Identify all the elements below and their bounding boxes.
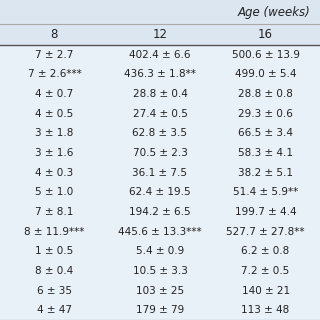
Bar — [0, 45, 320, 64]
Text: 3 ± 1.8: 3 ± 1.8 — [35, 128, 74, 138]
Bar — [0, 222, 320, 241]
Text: 5.4 ± 0.9: 5.4 ± 0.9 — [136, 246, 184, 256]
Text: 4 ± 0.3: 4 ± 0.3 — [35, 168, 74, 178]
Bar — [0, 182, 320, 202]
Bar — [0, 124, 320, 143]
Text: Age (weeks): Age (weeks) — [238, 5, 310, 19]
Text: 500.6 ± 13.9: 500.6 ± 13.9 — [232, 50, 300, 60]
Bar — [0, 241, 320, 261]
Bar — [0, 281, 320, 300]
Text: 4 ± 47: 4 ± 47 — [37, 305, 72, 315]
Text: 6.2 ± 0.8: 6.2 ± 0.8 — [242, 246, 290, 256]
Bar — [0, 261, 320, 281]
Text: 62.8 ± 3.5: 62.8 ± 3.5 — [132, 128, 188, 138]
Text: 28.8 ± 0.4: 28.8 ± 0.4 — [132, 89, 188, 99]
Text: 7.2 ± 0.5: 7.2 ± 0.5 — [242, 266, 290, 276]
Text: 16: 16 — [258, 28, 273, 41]
Text: 194.2 ± 6.5: 194.2 ± 6.5 — [129, 207, 191, 217]
Text: 10.5 ± 3.3: 10.5 ± 3.3 — [132, 266, 188, 276]
Bar — [0, 143, 320, 163]
Text: 5 ± 1.0: 5 ± 1.0 — [35, 187, 74, 197]
Text: 70.5 ± 2.3: 70.5 ± 2.3 — [132, 148, 188, 158]
Text: 140 ± 21: 140 ± 21 — [242, 285, 290, 295]
Bar — [0, 104, 320, 124]
Text: 436.3 ± 1.8**: 436.3 ± 1.8** — [124, 69, 196, 79]
Text: 113 ± 48: 113 ± 48 — [242, 305, 290, 315]
Bar — [0, 64, 320, 84]
Text: 66.5 ± 3.4: 66.5 ± 3.4 — [238, 128, 293, 138]
Text: 29.3 ± 0.6: 29.3 ± 0.6 — [238, 108, 293, 119]
Text: 12: 12 — [153, 28, 167, 41]
Text: 1 ± 0.5: 1 ± 0.5 — [35, 246, 74, 256]
Text: 51.4 ± 5.9**: 51.4 ± 5.9** — [233, 187, 298, 197]
Text: 527.7 ± 27.8**: 527.7 ± 27.8** — [226, 227, 305, 236]
Bar — [0, 202, 320, 222]
Text: 3 ± 1.6: 3 ± 1.6 — [35, 148, 74, 158]
Text: 7 ± 2.7: 7 ± 2.7 — [35, 50, 74, 60]
Text: 4 ± 0.5: 4 ± 0.5 — [35, 108, 74, 119]
Text: 445.6 ± 13.3***: 445.6 ± 13.3*** — [118, 227, 202, 236]
Text: 179 ± 79: 179 ± 79 — [136, 305, 184, 315]
Text: 8 ± 11.9***: 8 ± 11.9*** — [24, 227, 84, 236]
Text: 36.1 ± 7.5: 36.1 ± 7.5 — [132, 168, 188, 178]
Text: 38.2 ± 5.1: 38.2 ± 5.1 — [238, 168, 293, 178]
Text: 4 ± 0.7: 4 ± 0.7 — [35, 89, 74, 99]
Bar — [0, 300, 320, 320]
Text: 6 ± 35: 6 ± 35 — [37, 285, 72, 295]
Text: 7 ± 8.1: 7 ± 8.1 — [35, 207, 74, 217]
Text: 62.4 ± 19.5: 62.4 ± 19.5 — [129, 187, 191, 197]
Text: 58.3 ± 4.1: 58.3 ± 4.1 — [238, 148, 293, 158]
Bar — [0, 163, 320, 182]
Text: 8: 8 — [51, 28, 58, 41]
Bar — [0, 84, 320, 104]
Text: 27.4 ± 0.5: 27.4 ± 0.5 — [132, 108, 188, 119]
Bar — [0, 0, 320, 24]
Text: 199.7 ± 4.4: 199.7 ± 4.4 — [235, 207, 296, 217]
Text: 7 ± 2.6***: 7 ± 2.6*** — [28, 69, 81, 79]
Bar — [0, 24, 320, 45]
Text: 103 ± 25: 103 ± 25 — [136, 285, 184, 295]
Text: 499.0 ± 5.4: 499.0 ± 5.4 — [235, 69, 296, 79]
Text: 28.8 ± 0.8: 28.8 ± 0.8 — [238, 89, 293, 99]
Text: 8 ± 0.4: 8 ± 0.4 — [35, 266, 74, 276]
Text: 402.4 ± 6.6: 402.4 ± 6.6 — [129, 50, 191, 60]
